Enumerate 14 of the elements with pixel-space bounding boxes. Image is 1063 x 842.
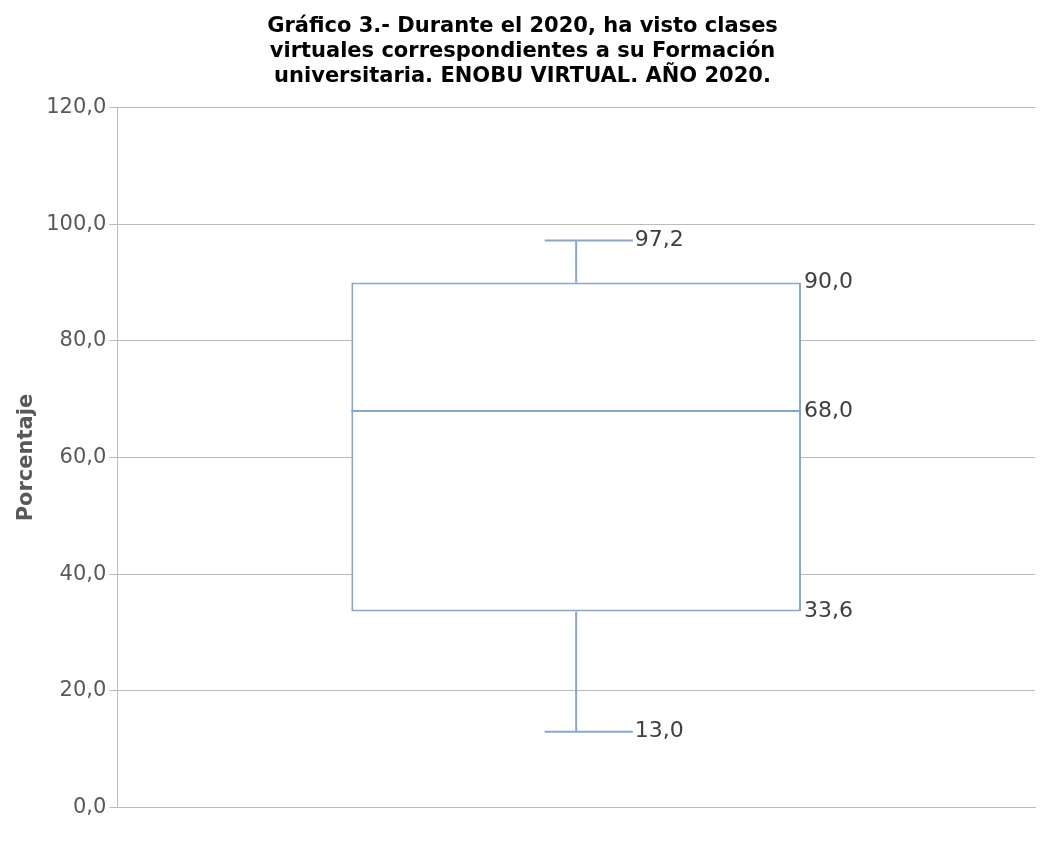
text: 68,0 xyxy=(803,396,853,422)
y-tick-label: 60,0 xyxy=(59,444,107,469)
y-tick-label: 40,0 xyxy=(59,560,107,585)
y-tick-label: 80,0 xyxy=(59,327,107,352)
text: 97,2 xyxy=(634,226,684,252)
text: 33,6 xyxy=(803,597,853,623)
y-tick-label: 0,0 xyxy=(72,794,107,819)
y-tick-label: 100,0 xyxy=(46,210,107,235)
y-tick-label: 120,0 xyxy=(46,94,107,119)
chart-title: Gráfico 3.- Durante el 2020, ha visto clases virtuales correspondientes a su Formación universitaria. ENOBU VIRTUAL. AÑO 2020. xyxy=(267,13,778,88)
text: 13,0 xyxy=(634,717,684,743)
y-tick-label: 20,0 xyxy=(59,677,107,702)
text: 90,0 xyxy=(803,268,853,294)
y-axis-title: Porcentaje xyxy=(13,393,38,522)
